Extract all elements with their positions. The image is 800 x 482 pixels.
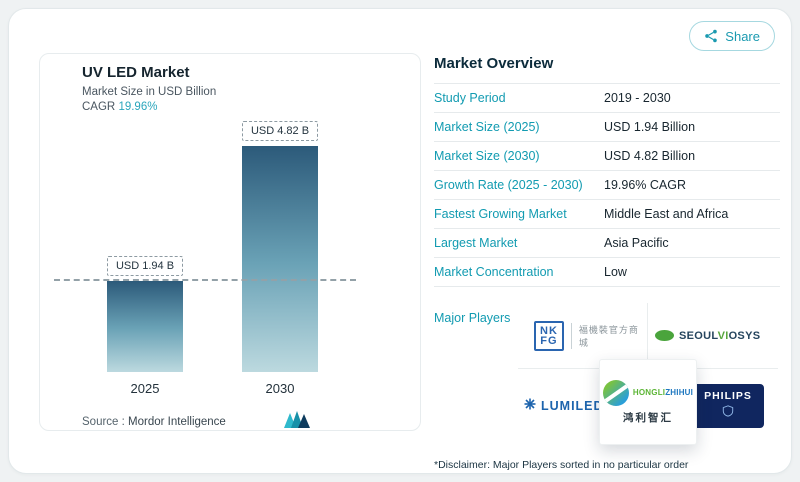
market-overview-panel: Market Overview Study Period 2019 - 2030… [434,55,780,471]
seoulviosys-wordmark: SEOULVIOSYS [679,330,760,342]
disclaimer-text: *Disclaimer: Major Players sorted in no … [434,459,689,471]
logo-seoulviosys: SEOULVIOSYS [648,303,778,369]
hongli-part1: HONGLI [632,388,666,397]
source-text: Source : Mordor Intelligence [82,416,226,428]
hongli-circle-icon [602,379,629,406]
nkfg-divider [570,322,572,349]
row-label: Largest Market [434,236,518,250]
chart-cagr: CAGR 19.96% [82,101,420,113]
bar-value-label-2030: USD 4.82 B [241,121,319,141]
hongli-caption: 鸿利智汇 [623,411,673,424]
row-value: Middle East and Africa [604,207,729,221]
major-players-label: Major Players [434,311,511,325]
source-label: Source : [82,415,125,428]
major-players-logos: NK FG 福機裝官方商城 SEOULVIOSYS [518,303,778,445]
bar-group-2030: USD 4.82 B [239,121,321,372]
hongli-part2: ZHIHUI [665,388,694,397]
chart-title: UV LED Market [82,64,190,81]
logo-hongli-zhihui: HONGLIZHIHUI 鸿利智汇 [599,359,697,445]
row-label: Market Size (2030) [434,149,540,163]
x-label-2030: 2030 [265,381,295,396]
chart-subtitle: Market Size in USD Billion [82,86,217,98]
source-name: Mordor Intelligence [128,415,226,428]
row-value: USD 1.94 Billion [604,120,696,134]
row-label: Study Period [434,91,506,105]
philips-shield-icon [722,404,734,422]
hongli-top: HONGLIZHIHUI [602,379,693,406]
chart-card: UV LED Market Market Size in USD Billion… [39,53,421,431]
x-axis-labels: 2025 2030 [40,381,420,396]
row-label: Growth Rate (2025 - 2030) [434,178,583,192]
row-value: Asia Pacific [604,236,669,250]
row-value: 19.96% CAGR [604,178,686,192]
source-row: Source : Mordor Intelligence [82,409,420,434]
reference-dashed-line [54,279,356,281]
bar-2030 [242,146,318,372]
share-label: Share [725,28,760,44]
row-value: 2019 - 2030 [604,91,671,105]
logo-philips: PHILIPS [648,369,778,443]
cagr-value: 19.96% [118,101,158,113]
row-label: Market Size (2025) [434,120,540,134]
x-label-2025: 2025 [130,381,160,396]
mordor-intelligence-logo [282,409,312,434]
overview-row-largest-market: Largest Market Asia Pacific [434,229,780,258]
lumileds-wordmark: LUMILEDS [541,399,613,413]
cagr-label: CAGR [82,101,116,113]
share-button[interactable]: Share [689,21,775,51]
overview-row-study-period: Study Period 2019 - 2030 [434,84,780,113]
bar-group-2025: USD 1.94 B [104,256,186,372]
main-card: Share UV LED Market Market Size in USD B… [8,8,792,474]
philips-badge: PHILIPS [692,384,764,428]
row-value: Low [604,265,627,279]
nkfg-line1: NK [540,324,558,337]
lumileds-star-icon [524,397,536,415]
row-value: USD 4.82 Billion [604,149,696,163]
overview-title: Market Overview [434,55,780,84]
overview-row-fastest-growing-market: Fastest Growing Market Middle East and A… [434,200,780,229]
overview-row-market-size-2030: Market Size (2030) USD 4.82 Billion [434,142,780,171]
sv-part2: VI [717,329,729,342]
share-icon [704,29,718,43]
bar-2025 [107,281,183,372]
overview-row-market-concentration: Market Concentration Low [434,258,780,287]
row-label: Market Concentration [434,265,554,279]
nkfg-line2: FG [540,334,558,347]
logo-nkfg: NK FG 福機裝官方商城 [518,303,648,369]
seoulviosys-leaf-icon [655,330,674,341]
hongli-wordmark: HONGLIZHIHUI [633,388,693,397]
philips-wordmark: PHILIPS [704,390,752,402]
nkfg-caption: 福機裝官方商城 [578,324,639,348]
bar-chart: USD 1.94 B USD 4.82 B [40,120,420,372]
overview-row-growth-rate: Growth Rate (2025 - 2030) 19.96% CAGR [434,171,780,200]
bar-value-label-2025: USD 1.94 B [106,256,184,276]
overview-row-market-size-2025: Market Size (2025) USD 1.94 Billion [434,113,780,142]
sv-part3: OSYS [728,329,761,342]
nkfg-mark: NK FG [534,320,564,351]
row-label: Fastest Growing Market [434,207,567,221]
sv-part1: SEOUL [679,329,718,342]
major-players-section: Major Players NK FG 福機裝官方商城 SEOULVIOSYS [434,303,780,445]
